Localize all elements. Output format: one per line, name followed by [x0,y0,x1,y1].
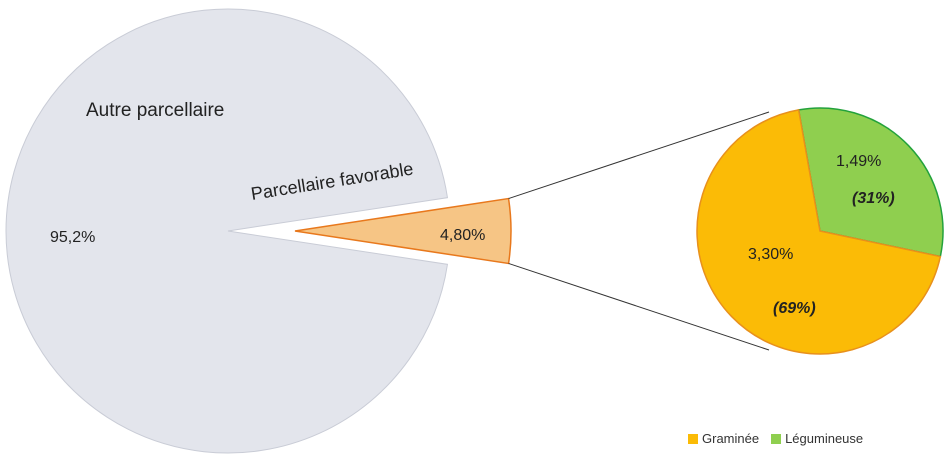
legend: Graminée Légumineuse [688,431,875,446]
connector-line-top [508,111,770,200]
legend-label-legumineuse: Légumineuse [785,431,864,446]
value-label-autre-parcellaire: 95,2% [50,229,95,246]
main-pie [5,8,449,454]
legend-swatch-graminee [688,433,698,444]
connector-lines [508,111,770,351]
value-label-parcellaire-favorable: 4,80% [440,227,485,244]
favorable-slice [294,197,512,265]
slice-autre-parcellaire [5,8,449,454]
legend-swatch-legumineuse [771,433,782,444]
value-label-legumineuse: 1,49% [836,153,881,170]
legend-label-graminee: Graminée [702,431,760,446]
legend-item-graminee: Graminée [688,431,759,446]
slice-parcellaire-favorable [294,197,512,265]
share-label-graminee: (69%) [773,300,816,317]
breakdown-pie [696,107,944,355]
value-label-graminee: 3,30% [748,246,793,263]
slice-graminee [696,108,942,355]
connector-line-bottom [508,262,770,351]
slice-legumineuse [797,107,944,258]
label-autre-parcellaire: Autre parcellaire [86,100,224,121]
share-label-legumineuse: (31%) [852,190,895,207]
legend-item-legumineuse: Légumineuse [771,431,863,446]
